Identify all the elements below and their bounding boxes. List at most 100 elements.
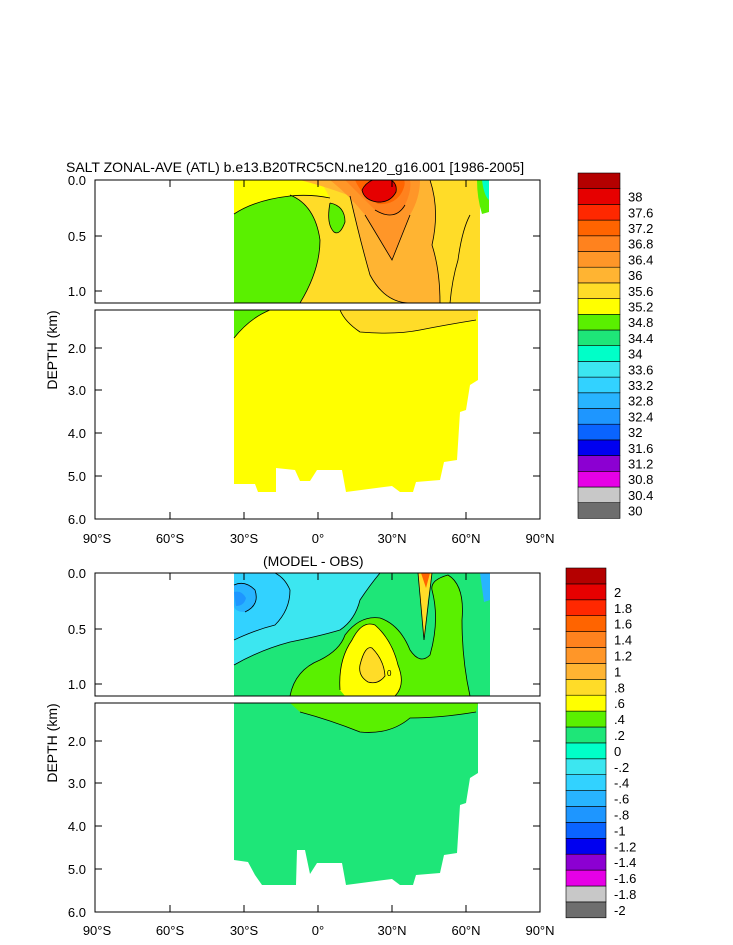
- colorbar-label: 34.8: [628, 315, 653, 330]
- salt-y-tick-1: 0.5: [68, 229, 86, 244]
- colorbar-swatch: [577, 392, 621, 409]
- salt-contours-upper: [233, 180, 471, 303]
- colorbar-swatch: [577, 298, 621, 315]
- colorbar-label: 37.2: [628, 221, 653, 236]
- colorbar-swatch: [565, 758, 607, 775]
- diff-region-south-neg4: [234, 591, 246, 606]
- colorbar-label: -1.2: [614, 839, 636, 854]
- diff-y-tick-3: 2.0: [68, 734, 86, 749]
- colorbar-label: 36: [628, 268, 642, 283]
- diff-lower-pos-band: [290, 703, 478, 733]
- colorbar-swatch: [577, 408, 621, 425]
- colorbar-label: 36.4: [628, 252, 653, 267]
- colorbar-swatch: [577, 376, 621, 394]
- salt-y-tick-7: 6.0: [68, 512, 86, 527]
- diff-x-tick-3: 0°: [312, 923, 324, 938]
- salt-x-tick-0: 90°S: [83, 531, 112, 546]
- colorbar-swatch: [577, 439, 621, 456]
- colorbar-swatch: [577, 219, 621, 237]
- colorbar-label: -.8: [614, 807, 629, 822]
- colorbar-swatch: [577, 235, 621, 252]
- colorbar-label: 32.8: [628, 394, 653, 409]
- salt-region-north-fresh: [482, 180, 489, 200]
- salt-upper-field: [233, 180, 489, 303]
- colorbar-swatch: [577, 423, 621, 441]
- colorbar-label: 33.6: [628, 362, 653, 377]
- colorbar-label: 1.2: [614, 648, 632, 663]
- colorbar-label: 34: [628, 347, 642, 362]
- diff-region-north-edge: [480, 573, 490, 602]
- colorbar-swatch: [565, 694, 607, 712]
- colorbar-swatch: [565, 885, 607, 903]
- salt-x-ticks: 90°S 60°S 30°S 0° 30°N 60°N 90°N: [83, 531, 555, 546]
- salt-x-tick-5: 60°N: [451, 531, 480, 546]
- colorbar-swatch: [577, 204, 621, 221]
- colorbar-swatch: [565, 774, 607, 791]
- salt-panel: SALT ZONAL-AVE (ATL) b.e13.B20TRC5CN.ne1…: [44, 159, 653, 546]
- colorbar-label: -1.8: [614, 887, 636, 902]
- diff-lower-field: [234, 703, 478, 885]
- colorbar-swatch: [577, 313, 621, 331]
- colorbar-label: 33.2: [628, 378, 653, 393]
- salt-lower-south-band: [234, 310, 270, 338]
- colorbar-label: 1.8: [614, 601, 632, 616]
- colorbar-label: 1.6: [614, 617, 632, 632]
- colorbar-swatch: [577, 361, 621, 378]
- colorbar-swatch: [565, 615, 607, 632]
- diff-y-tick-0: 0.0: [68, 566, 86, 581]
- colorbar-label: -1.6: [614, 871, 636, 886]
- salt-x-tick-3: 0°: [312, 531, 324, 546]
- colorbar-label: 35.2: [628, 299, 653, 314]
- colorbar-swatch: [577, 502, 621, 519]
- salt-y-tick-2: 1.0: [68, 284, 86, 299]
- salt-y-tick-3: 2.0: [68, 341, 86, 356]
- salt-lower-north-band: [340, 310, 478, 334]
- colorbar-swatch: [565, 806, 607, 823]
- colorbar-label: 1.4: [614, 633, 632, 648]
- salt-y-ticks: 0.0 0.5 1.0 2.0 3.0 4.0 5.0 6.0: [68, 173, 86, 527]
- diff-x-tick-2: 30°S: [230, 923, 259, 938]
- diff-x-tick-1: 60°S: [156, 923, 185, 938]
- salt-lower-field: [233, 310, 478, 492]
- colorbar-swatch: [577, 282, 621, 299]
- salt-title: SALT ZONAL-AVE (ATL) b.e13.B20TRC5CN.ne1…: [66, 159, 524, 175]
- colorbar-label: 35.6: [628, 284, 653, 299]
- colorbar-swatch: [577, 345, 621, 362]
- diff-x-tick-5: 60°N: [451, 923, 480, 938]
- salt-x-tick-1: 60°S: [156, 531, 185, 546]
- diff-y-tick-2: 1.0: [68, 677, 86, 692]
- diff-x-tick-0: 90°S: [83, 923, 112, 938]
- colorbar-label: 30: [628, 504, 642, 519]
- salt-ylabel: DEPTH (km): [44, 310, 60, 389]
- colorbar-swatch: [565, 853, 607, 871]
- colorbar-label: 32: [628, 425, 642, 440]
- colorbar-swatch: [577, 470, 621, 488]
- colorbar-label: -.6: [614, 792, 629, 807]
- colorbar-swatch: [565, 710, 607, 728]
- diff-y-tick-4: 3.0: [68, 776, 86, 791]
- colorbar-swatch: [565, 631, 607, 648]
- colorbar-swatch: [577, 455, 621, 472]
- diff-contours-upper: [233, 573, 471, 696]
- salt-colorbar: 3030.430.831.231.63232.432.833.233.63434…: [577, 172, 653, 519]
- salt-y-tick-6: 5.0: [68, 469, 86, 484]
- colorbar-swatch: [565, 822, 607, 839]
- colorbar-label: 30.8: [628, 472, 653, 487]
- salt-deep-base: [234, 310, 478, 492]
- colorbar-swatch: [577, 329, 621, 346]
- colorbar-swatch: [577, 172, 621, 189]
- salt-x-tick-marks: [169, 180, 467, 519]
- colorbar-label: 31.2: [628, 456, 653, 471]
- diff-region-north-spike2: [421, 573, 430, 588]
- colorbar-label: .8: [614, 680, 625, 695]
- colorbar-swatch: [565, 647, 607, 664]
- salt-x-tick-4: 30°N: [377, 531, 406, 546]
- colorbar-swatch: [577, 188, 621, 205]
- salt-contours-lower: [233, 310, 477, 339]
- diff-y-tick-5: 4.0: [68, 819, 86, 834]
- diff-contours-lower: [299, 711, 477, 733]
- salt-y-tick-marks: [95, 235, 540, 477]
- salt-y-tick-5: 4.0: [68, 426, 86, 441]
- colorbar-label: 1: [614, 664, 621, 679]
